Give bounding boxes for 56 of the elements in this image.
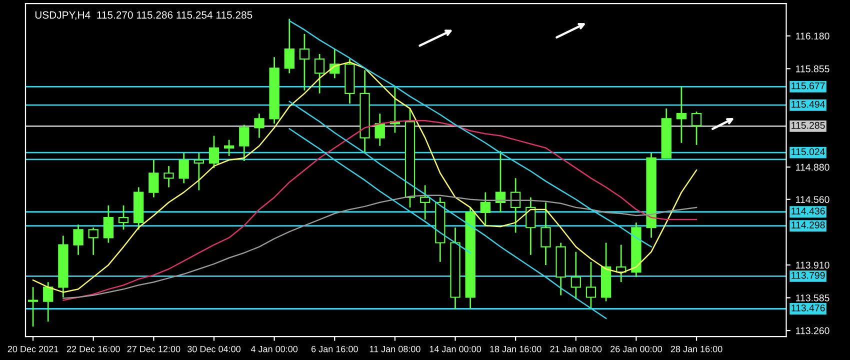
ref-line-label: 115.285 xyxy=(792,122,825,129)
x-tick-label: 18 Jan 16:00 xyxy=(490,346,542,352)
x-tick-label: 11 Jan 08:00 xyxy=(370,346,420,352)
x-tick-label: 22 Dec 16:00 xyxy=(66,346,120,352)
y-tick-label: 114.560 xyxy=(796,196,830,203)
y-tick-label: 115.855 xyxy=(796,65,830,72)
candlestick xyxy=(526,196,536,256)
line-series xyxy=(62,120,698,301)
y-tick-label: 113.260 xyxy=(796,327,830,334)
x-tick-label: 14 Jan 00:00 xyxy=(430,346,482,352)
y-tick-label: 114.880 xyxy=(796,164,830,171)
y-tick-label: 116.180 xyxy=(796,32,830,40)
candlestick xyxy=(510,177,521,234)
ref-line-label: 114.298 xyxy=(792,222,825,228)
ref-line-label: 115.494 xyxy=(792,100,825,108)
ref-line-label: 113.799 xyxy=(792,272,825,279)
x-tick-label: 4 Jan 00:00 xyxy=(250,346,298,352)
candlestick xyxy=(254,112,264,139)
candlestick xyxy=(103,204,114,244)
text: USDJPY,H4 115.270 115.286 115.254 115.285 xyxy=(35,11,252,20)
candlestick xyxy=(178,152,189,184)
candlestick xyxy=(480,192,490,226)
candlestick xyxy=(118,204,129,230)
candlestick xyxy=(314,53,325,94)
candlestick xyxy=(224,139,234,157)
y-tick-label: 113.910 xyxy=(796,262,830,269)
candlestick xyxy=(374,112,385,147)
candlestick xyxy=(194,152,204,191)
x-tick-label: 6 Jan 16:00 xyxy=(311,346,358,352)
ref-line-label: 115.024 xyxy=(792,148,825,156)
x-tick-label: 21 Jan 08:00 xyxy=(550,346,602,352)
y-tick-label: 113.585 xyxy=(796,294,830,302)
candlestick xyxy=(164,165,174,188)
ref-line-label: 115.677 xyxy=(792,82,825,90)
candlestick xyxy=(73,224,84,256)
candlestick xyxy=(691,110,702,146)
candlestick xyxy=(284,18,294,74)
candlestick xyxy=(28,286,38,328)
x-tick-label: 26 Jan 00:00 xyxy=(610,346,662,352)
candlestick xyxy=(299,33,310,92)
candlestick xyxy=(208,135,220,169)
candlestick xyxy=(676,86,687,144)
candlestick xyxy=(88,226,98,256)
candlestick xyxy=(540,202,551,266)
ref-line-label: 113.476 xyxy=(792,304,825,312)
candlestick xyxy=(420,184,430,220)
x-tick-label: 28 Jan 16:00 xyxy=(670,346,722,352)
x-tick-label: 27 Dec 12:00 xyxy=(127,346,180,352)
candlestick xyxy=(570,251,581,300)
candlestick xyxy=(586,261,596,310)
candlestick xyxy=(148,159,159,198)
ref-line-label: 114.436 xyxy=(792,208,825,214)
candlestick xyxy=(43,281,54,322)
x-tick-label: 30 Dec 04:00 xyxy=(187,346,240,352)
candlestick xyxy=(239,124,250,162)
x-tick-label: 20 Dec 2021 xyxy=(8,346,58,352)
